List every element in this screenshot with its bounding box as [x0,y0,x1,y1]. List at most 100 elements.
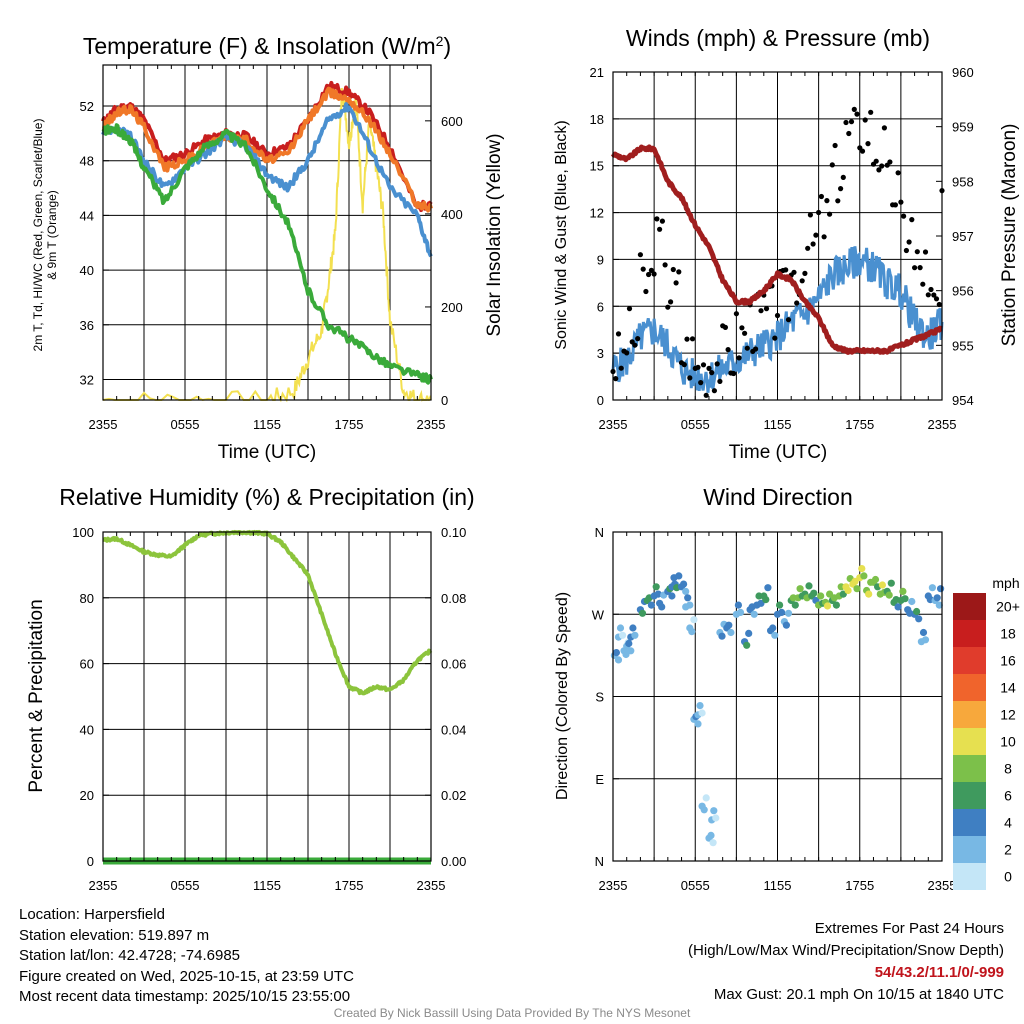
direction-point [682,587,690,596]
gust-point [665,304,671,310]
gust-point [684,336,690,342]
y2-tick-label: 0.04 [441,722,466,737]
y2-tick-label: 400 [441,207,463,222]
direction-point [725,621,733,629]
y-tick-label: 0 [87,854,94,869]
temperature-title: Temperature (F) & Insolation (W/m2) [83,33,451,59]
y-tick-label: 6 [597,299,604,314]
direction-ylabel-left: Direction (Colored By Speed) [554,592,571,800]
gust-point [922,249,929,255]
y2-tick-label: 0.00 [441,854,466,869]
gust-point [832,142,838,149]
x-tick-label: 2355 [417,417,446,432]
direction-point [921,636,930,644]
direction-point [668,592,676,600]
gust-point [785,317,792,323]
direction-point [776,601,784,609]
gust-point [838,186,844,192]
y2-tick-label: 0.06 [441,657,466,672]
plot-frame [102,64,432,401]
gust-point [810,241,816,247]
direction-point [878,581,887,589]
direction-point [919,628,928,637]
x-tick-label: 2355 [417,878,446,893]
direction-point [782,621,791,629]
direction-point [928,584,937,592]
gust-point [648,267,655,273]
x-tick-label: 1155 [764,878,792,893]
gust-point [912,265,918,271]
gust-point [703,392,709,398]
gust-point [925,292,931,298]
gust-point [753,346,759,352]
gust-point [676,269,682,275]
x-tick-label: 1155 [764,417,792,432]
gust-point [914,249,920,255]
direction-point [654,590,662,598]
y2-tick-label: 959 [952,120,974,135]
direction-point [614,656,623,664]
y2-tick-label: 957 [952,229,974,244]
y-tick-label: N [595,854,604,869]
direction-point [709,839,717,847]
y-tick-label: 32 [80,372,94,387]
temperature-xlabel: Time (UTC) [218,442,317,463]
direction-point [690,616,698,624]
y-tick-label: 18 [590,112,604,127]
winds-panel: Winds (mph) & Pressure (mb) 0 3 6 9 12 15 18 21… [553,25,1020,463]
gust-point [898,199,904,205]
gust-point [689,336,696,342]
direction-point [688,628,696,636]
gust-point [868,109,874,115]
x-tick-label: 1755 [335,878,364,893]
gust-point [813,232,819,238]
extremes-block: Extremes For Past 24 Hours (High/Low/Max… [688,918,1004,1006]
series-line-station-pressure [610,144,944,355]
temperature-ylabel-right: Solar Insolation (Yellow) [484,133,505,336]
direction-point [913,607,921,616]
direction-point [796,585,804,593]
direction-point [702,794,710,802]
y2-tick-label: 954 [952,393,974,408]
direction-point [652,583,660,591]
gust-point [709,370,715,376]
gust-point [626,306,633,312]
direction-point [743,641,751,649]
direction-point [625,639,633,648]
gust-point [807,212,814,218]
gust-point [744,345,750,351]
gust-point [618,365,624,371]
gust-point [717,378,723,384]
y-tick-label: 48 [80,154,94,169]
x-tick-label: 2355 [928,878,957,893]
y-tick-label: 0 [597,393,604,408]
direction-point [762,596,770,604]
y-tick-label: 20 [80,788,94,803]
colorbar-swatch [953,647,986,674]
y-tick-label: 40 [80,722,94,737]
y-tick-label: S [595,690,604,705]
colorbar-label: 12 [1000,707,1016,723]
humidity-ylabel-left: Percent & Precipitation [26,599,47,792]
gust-point [909,217,915,223]
colorbar-swatch [953,755,986,782]
gust-point [739,325,745,331]
x-tick-label: 2355 [928,417,957,432]
y-tick-label: 80 [80,591,94,606]
direction-point [908,597,916,606]
x-tick-label: 2355 [89,417,118,432]
x-tick-label: 0555 [681,417,710,432]
gust-point [879,163,885,169]
x-tick-label: 0555 [681,878,710,893]
colorbar-swatch [953,728,986,755]
x-tick-label: 2355 [89,878,118,893]
humidity-panel: Relative Humidity (%) & Precipitation (i… [26,484,475,893]
gust-point [851,106,857,112]
gust-point [876,167,882,173]
colorbar-swatch [953,674,986,701]
direction-point [778,608,786,617]
direction-point [899,587,907,596]
gust-point [722,324,729,330]
gust-point [906,239,912,245]
direction-point [686,601,694,609]
